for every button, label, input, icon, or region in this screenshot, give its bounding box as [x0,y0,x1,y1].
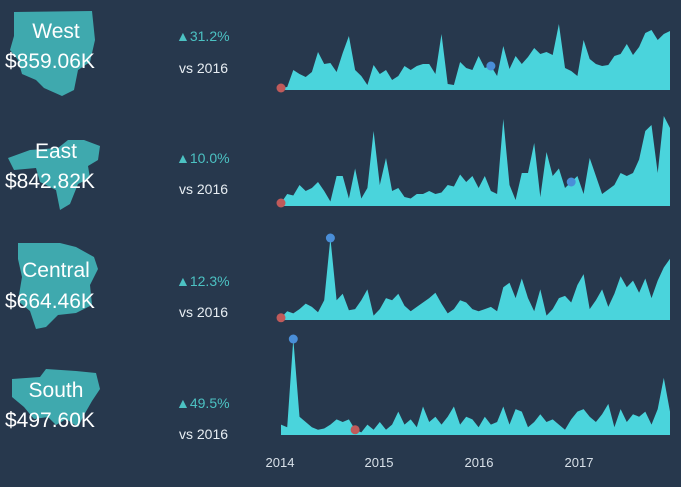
x-axis-label-2017: 2017 [564,455,594,470]
region-row-central: Central $664.46K ▲12.3% vs 2016 [0,235,681,350]
region-row-east: East $842.82K ▲10.0% vs 2016 [0,120,681,235]
sparkline-area-east [281,116,670,206]
region-total: $664.46K [5,290,95,313]
region-name: Central [22,259,90,282]
west-map-icon [10,11,95,96]
region-name: West [32,20,80,43]
max-marker-south [288,334,298,344]
min-marker-south [350,425,360,435]
x-axis-label-2015: 2015 [364,455,394,470]
region-total: $842.82K [5,170,95,193]
growth-indicator: ▲31.2% [176,28,230,44]
south-map-icon [12,369,100,427]
growth-indicator: ▲12.3% [176,273,230,289]
max-marker-central [325,233,335,243]
max-marker-west [486,61,496,71]
sparkline-area-south [281,339,670,435]
growth-indicator: ▲49.5% [176,395,230,411]
up-triangle-icon: ▲ [176,28,190,44]
region-total: $497.60K [5,409,95,432]
region-row-south: South $497.60K ▲49.5% vs 2016 [0,355,681,470]
growth-indicator: ▲10.0% [176,150,230,166]
up-triangle-icon: ▲ [176,273,190,289]
min-marker-east [276,198,286,208]
sparkline-area-central [281,238,670,320]
comparison-label: vs 2016 [179,426,229,442]
growth-value: 12.3% [189,273,230,289]
sparkline-area-west [281,24,670,90]
growth-value: 49.5% [189,395,230,411]
comparison-label: vs 2016 [179,304,229,320]
up-triangle-icon: ▲ [176,395,190,411]
central-map-icon [18,243,98,329]
x-axis-label-2014: 2014 [265,455,295,470]
x-axis-label-2016: 2016 [464,455,494,470]
comparison-label: vs 2016 [179,60,229,76]
min-marker-central [276,313,286,323]
region-total: $859.06K [5,50,95,73]
east-map-icon [8,140,100,210]
growth-value: 31.2% [189,28,230,44]
region-name: East [34,140,78,163]
growth-value: 10.0% [189,150,230,166]
region-name: South [28,379,84,402]
region-row-west: West $859.06K ▲31.2% vs 2016 [0,0,681,115]
comparison-label: vs 2016 [179,181,229,197]
up-triangle-icon: ▲ [176,150,190,166]
max-marker-east [566,177,576,187]
min-marker-west [276,83,286,93]
